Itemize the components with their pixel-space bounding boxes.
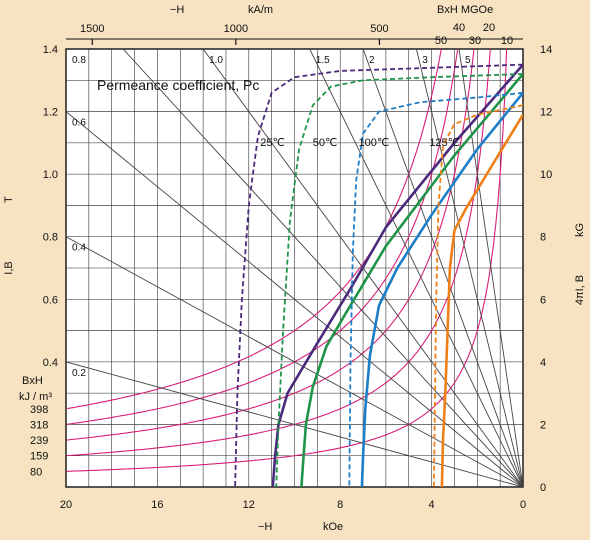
top-tick-label: 1000 <box>224 23 248 35</box>
permeance-line <box>362 49 523 487</box>
top-axis-unit: kA/m <box>248 4 273 16</box>
permeance-label: 3 <box>422 55 428 66</box>
temperature-label: 25℃ <box>260 137 285 149</box>
y-left-tick-label: 0.8 <box>43 232 58 244</box>
energy-product-curve <box>66 49 475 441</box>
permeance-label: 5 <box>465 55 471 66</box>
y-right-tick-label: 2 <box>540 419 546 431</box>
permeance-label: 1.5 <box>316 55 330 66</box>
mgoe-label: 20 <box>483 22 495 34</box>
top-axis-minus-h: −H <box>170 4 184 16</box>
intrinsic-curve <box>234 63 523 487</box>
bxh-label: BxH <box>22 375 43 387</box>
y-left-tick-label: 0.6 <box>43 294 58 306</box>
y-right-tick-label: 8 <box>540 232 546 244</box>
right-axis-unit: kG <box>574 223 586 237</box>
demagnetization-curves <box>234 63 523 487</box>
top-tick-label: 1500 <box>80 23 104 35</box>
energy-product-curve <box>66 49 508 472</box>
permeance-label: 1.0 <box>209 55 223 66</box>
x-tick-label: 12 <box>243 499 255 511</box>
y-right-tick-label: 6 <box>540 294 546 306</box>
bottom-axis-unit: kOe <box>323 521 343 533</box>
permeance-label: 2 <box>369 55 375 66</box>
kj-label: kJ / m³ <box>19 391 52 403</box>
y-left-tick-label: 1.2 <box>43 107 58 119</box>
permeance-line <box>66 111 523 487</box>
x-tick-label: 20 <box>60 499 72 511</box>
kj-label: 239 <box>30 435 48 447</box>
right-axis-label: 4πI, B <box>574 275 586 305</box>
energy-product-curve <box>66 49 459 425</box>
mgoe-label: 30 <box>469 35 481 47</box>
permeance-line <box>415 49 523 487</box>
mgoe-label: 10 <box>501 35 513 47</box>
x-tick-label: 0 <box>520 499 526 511</box>
kj-label: 398 <box>30 404 48 416</box>
x-tick-label: 8 <box>337 499 343 511</box>
y-right-tick-label: 0 <box>540 482 546 494</box>
x-tick-label: 4 <box>429 499 435 511</box>
permeance-line <box>66 236 523 487</box>
y-left-tick-label: 1.0 <box>43 169 58 181</box>
y-left-tick-label: 1.4 <box>43 44 58 56</box>
y-right-tick-label: 4 <box>540 357 546 369</box>
left-axis-label: I,B <box>3 261 15 274</box>
permeance-line <box>122 49 523 487</box>
bottom-axis-minus-h: −H <box>258 521 272 533</box>
permeance-label: 0.6 <box>72 118 86 129</box>
top-tick-label: 500 <box>370 23 388 35</box>
permeance-label: 0.8 <box>72 55 86 66</box>
x-tick-label: 16 <box>151 499 163 511</box>
kj-label: 80 <box>30 466 42 478</box>
y-left-tick-label: 0.4 <box>43 357 58 369</box>
temperature-label: 100℃ <box>358 137 389 149</box>
temperature-label: 125℃ <box>429 137 460 149</box>
mgoe-label: 40 <box>453 22 465 34</box>
y-right-tick-label: 12 <box>540 107 552 119</box>
left-axis-unit: T <box>3 196 15 203</box>
temperature-label: 50℃ <box>313 137 338 149</box>
permeance-label: 0.4 <box>72 243 86 254</box>
intrinsic-curve <box>275 73 523 487</box>
permeance-label: 0.2 <box>72 368 86 379</box>
kj-label: 318 <box>30 419 48 431</box>
grid <box>66 49 523 487</box>
intrinsic-curve <box>348 91 523 487</box>
permeance-annotation: Permeance coefficient, Pc <box>97 77 259 93</box>
normal-curve <box>440 114 523 487</box>
intrinsic-curve <box>433 104 523 487</box>
normal-curve <box>300 73 523 487</box>
y-right-tick-label: 10 <box>540 169 552 181</box>
mgoe-header: BxH MGOe <box>437 4 493 16</box>
permeance-line <box>66 361 523 487</box>
normal-curve <box>271 63 523 487</box>
y-right-tick-label: 14 <box>540 44 552 56</box>
axes: 0.80.60.40.21.0 1.5 2 3 520 16 12 8 4 01.41.21.00… <box>30 22 552 511</box>
permeance-line <box>458 49 523 487</box>
mgoe-label: 50 <box>435 35 447 47</box>
kj-label: 159 <box>30 451 48 463</box>
permeance-line <box>309 49 523 487</box>
normal-curve <box>360 91 523 487</box>
